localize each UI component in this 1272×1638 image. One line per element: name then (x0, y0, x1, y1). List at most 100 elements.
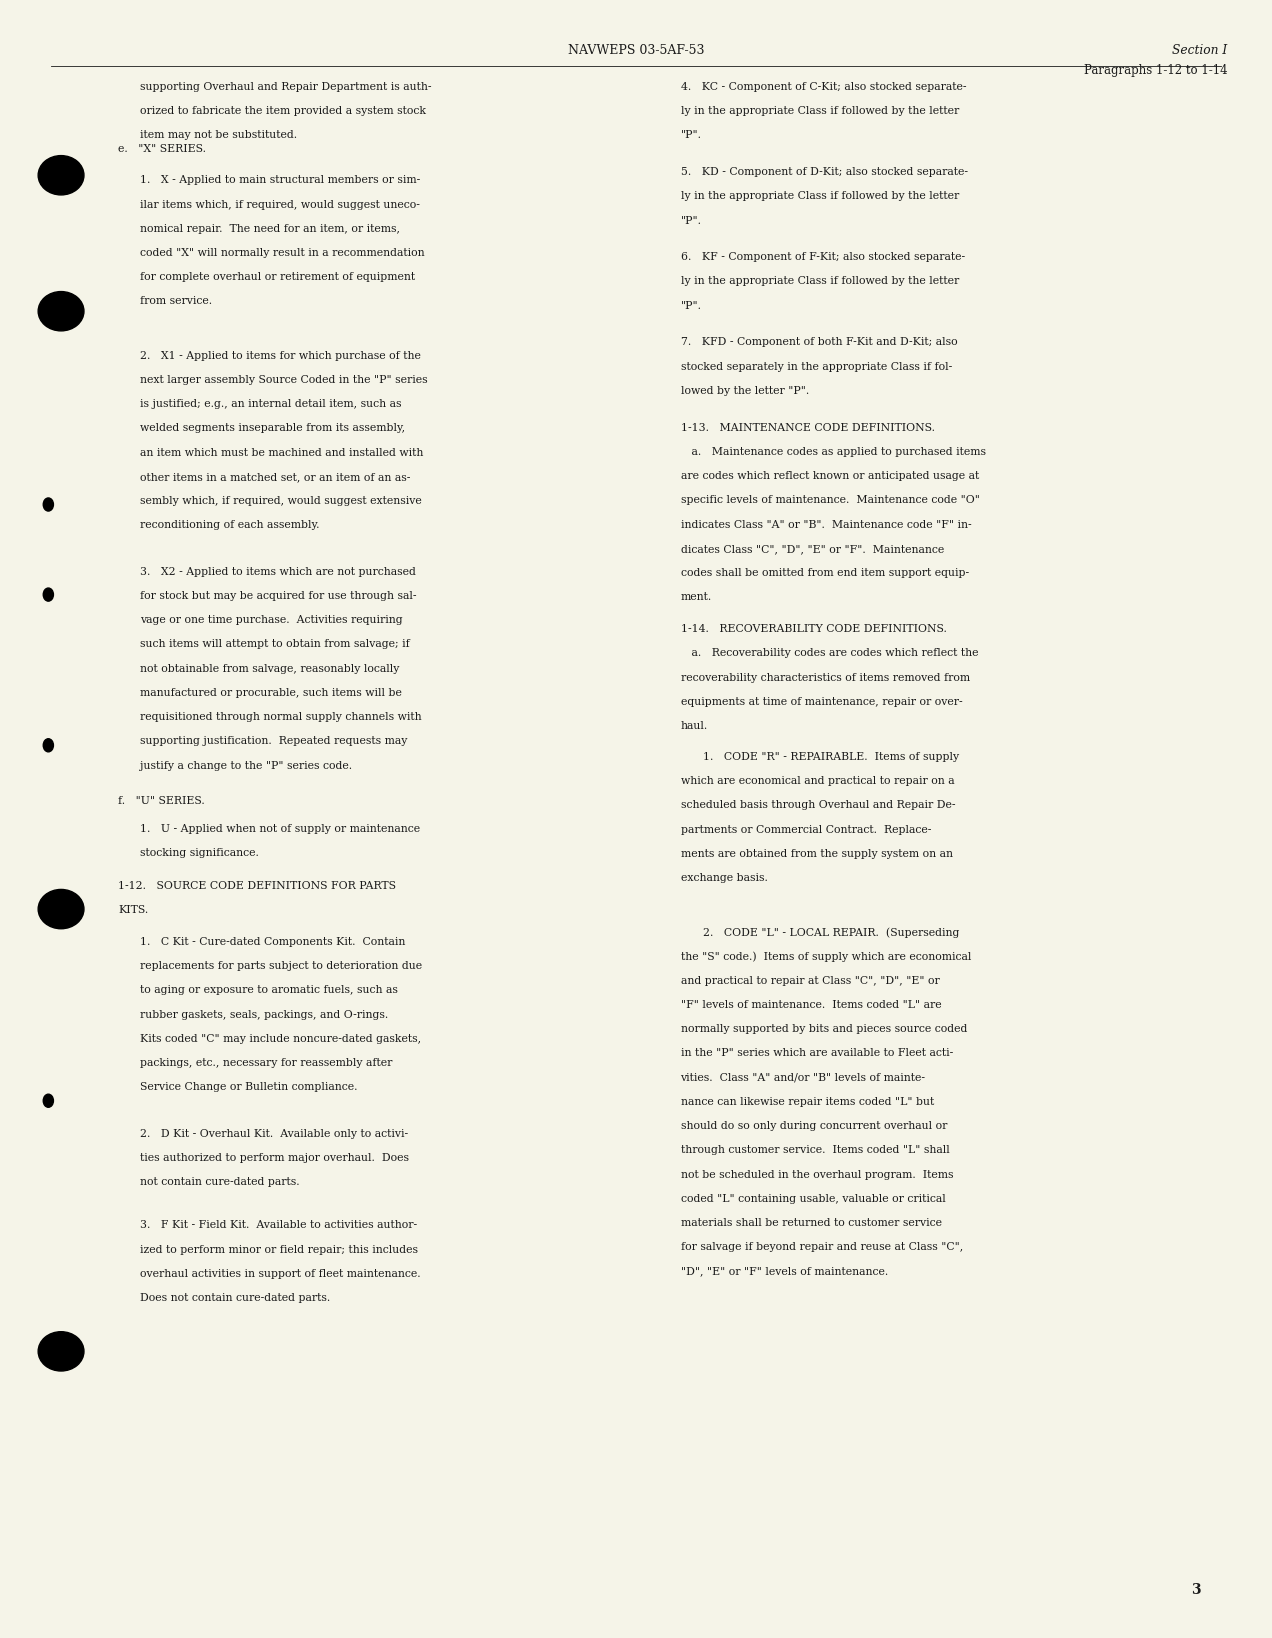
Text: 1.   CODE "R" - REPAIRABLE.  Items of supply: 1. CODE "R" - REPAIRABLE. Items of suppl… (703, 752, 959, 762)
Text: which are economical and practical to repair on a: which are economical and practical to re… (681, 776, 954, 786)
Text: recoverability characteristics of items removed from: recoverability characteristics of items … (681, 673, 969, 683)
Text: item may not be substituted.: item may not be substituted. (140, 131, 298, 141)
Text: not be scheduled in the overhaul program.  Items: not be scheduled in the overhaul program… (681, 1170, 953, 1179)
Text: vities.  Class "A" and/or "B" levels of mainte-: vities. Class "A" and/or "B" levels of m… (681, 1073, 926, 1083)
Text: such items will attempt to obtain from salvage; if: such items will attempt to obtain from s… (140, 639, 410, 650)
Text: 1.   X - Applied to main structural members or sim-: 1. X - Applied to main structural member… (140, 175, 420, 185)
Circle shape (43, 1094, 53, 1107)
Text: overhaul activities in support of fleet maintenance.: overhaul activities in support of fleet … (140, 1269, 421, 1279)
Text: an item which must be machined and installed with: an item which must be machined and insta… (140, 447, 424, 457)
Text: specific levels of maintenance.  Maintenance code "O": specific levels of maintenance. Maintena… (681, 495, 979, 506)
Text: through customer service.  Items coded "L" shall: through customer service. Items coded "L… (681, 1145, 949, 1155)
Text: Service Change or Bulletin compliance.: Service Change or Bulletin compliance. (140, 1083, 357, 1093)
Text: ized to perform minor or field repair; this includes: ized to perform minor or field repair; t… (140, 1245, 418, 1255)
Text: "D", "E" or "F" levels of maintenance.: "D", "E" or "F" levels of maintenance. (681, 1266, 888, 1276)
Text: packings, etc., necessary for reassembly after: packings, etc., necessary for reassembly… (140, 1058, 392, 1068)
Text: Paragraphs 1-12 to 1-14: Paragraphs 1-12 to 1-14 (1084, 64, 1227, 77)
Text: 7.   KFD - Component of both F-Kit and D-Kit; also: 7. KFD - Component of both F-Kit and D-K… (681, 337, 957, 347)
Text: "P".: "P". (681, 131, 702, 141)
Circle shape (43, 739, 53, 752)
Text: sembly which, if required, would suggest extensive: sembly which, if required, would suggest… (140, 496, 422, 506)
Text: replacements for parts subject to deterioration due: replacements for parts subject to deteri… (140, 962, 422, 971)
Text: for stock but may be acquired for use through sal-: for stock but may be acquired for use th… (140, 591, 416, 601)
Ellipse shape (38, 156, 84, 195)
Text: a.   Maintenance codes as applied to purchased items: a. Maintenance codes as applied to purch… (681, 447, 986, 457)
Text: 1-12.   SOURCE CODE DEFINITIONS FOR PARTS: 1-12. SOURCE CODE DEFINITIONS FOR PARTS (118, 881, 397, 891)
Text: should do so only during concurrent overhaul or: should do so only during concurrent over… (681, 1120, 946, 1132)
Text: partments or Commercial Contract.  Replace-: partments or Commercial Contract. Replac… (681, 824, 931, 835)
Text: "P".: "P". (681, 301, 702, 311)
Text: other items in a matched set, or an item of an as-: other items in a matched set, or an item… (140, 472, 411, 482)
Text: justify a change to the "P" series code.: justify a change to the "P" series code. (140, 760, 352, 771)
Text: normally supported by bits and pieces source coded: normally supported by bits and pieces so… (681, 1024, 967, 1034)
Text: from service.: from service. (140, 296, 212, 306)
Text: "P".: "P". (681, 216, 702, 226)
Text: Does not contain cure-dated parts.: Does not contain cure-dated parts. (140, 1292, 331, 1304)
Text: reconditioning of each assembly.: reconditioning of each assembly. (140, 521, 319, 531)
Text: 6.   KF - Component of F-Kit; also stocked separate-: 6. KF - Component of F-Kit; also stocked… (681, 252, 964, 262)
Text: haul.: haul. (681, 721, 707, 731)
Text: 2.   X1 - Applied to items for which purchase of the: 2. X1 - Applied to items for which purch… (140, 351, 421, 360)
Text: not contain cure-dated parts.: not contain cure-dated parts. (140, 1178, 299, 1188)
Ellipse shape (38, 292, 84, 331)
Text: 2.   CODE "L" - LOCAL REPAIR.  (Superseding: 2. CODE "L" - LOCAL REPAIR. (Superseding (703, 927, 960, 937)
Text: manufactured or procurable, such items will be: manufactured or procurable, such items w… (140, 688, 402, 698)
Text: f.   "U" SERIES.: f. "U" SERIES. (118, 796, 205, 806)
Text: to aging or exposure to aromatic fuels, such as: to aging or exposure to aromatic fuels, … (140, 986, 398, 996)
Text: in the "P" series which are available to Fleet acti-: in the "P" series which are available to… (681, 1048, 953, 1058)
Text: welded segments inseparable from its assembly,: welded segments inseparable from its ass… (140, 423, 404, 434)
Text: dicates Class "C", "D", "E" or "F".  Maintenance: dicates Class "C", "D", "E" or "F". Main… (681, 544, 944, 554)
Text: 3.   X2 - Applied to items which are not purchased: 3. X2 - Applied to items which are not p… (140, 567, 416, 577)
Text: 1-13.   MAINTENANCE CODE DEFINITIONS.: 1-13. MAINTENANCE CODE DEFINITIONS. (681, 423, 935, 432)
Text: the "S" code.)  Items of supply which are economical: the "S" code.) Items of supply which are… (681, 952, 971, 962)
Text: scheduled basis through Overhaul and Repair De-: scheduled basis through Overhaul and Rep… (681, 801, 955, 811)
Text: 3.   F Kit - Field Kit.  Available to activities author-: 3. F Kit - Field Kit. Available to activ… (140, 1220, 417, 1230)
Text: 2.   D Kit - Overhaul Kit.  Available only to activi-: 2. D Kit - Overhaul Kit. Available only … (140, 1129, 408, 1138)
Text: Kits coded "C" may include noncure-dated gaskets,: Kits coded "C" may include noncure-dated… (140, 1034, 421, 1043)
Text: is justified; e.g., an internal detail item, such as: is justified; e.g., an internal detail i… (140, 400, 402, 410)
Text: requisitioned through normal supply channels with: requisitioned through normal supply chan… (140, 713, 421, 722)
Text: Section I: Section I (1173, 44, 1227, 57)
Text: e.   "X" SERIES.: e. "X" SERIES. (118, 144, 206, 154)
Ellipse shape (38, 889, 84, 929)
Text: ilar items which, if required, would suggest uneco-: ilar items which, if required, would sug… (140, 200, 420, 210)
Text: codes shall be omitted from end item support equip-: codes shall be omitted from end item sup… (681, 568, 969, 578)
Circle shape (43, 588, 53, 601)
Text: supporting justification.  Repeated requests may: supporting justification. Repeated reque… (140, 737, 407, 747)
Text: for salvage if beyond repair and reuse at Class "C",: for salvage if beyond repair and reuse a… (681, 1242, 963, 1253)
Text: vage or one time purchase.  Activities requiring: vage or one time purchase. Activities re… (140, 616, 402, 626)
Text: nomical repair.  The need for an item, or items,: nomical repair. The need for an item, or… (140, 224, 399, 234)
Text: coded "X" will normally result in a recommendation: coded "X" will normally result in a reco… (140, 247, 425, 259)
Text: 1.   C Kit - Cure-dated Components Kit.  Contain: 1. C Kit - Cure-dated Components Kit. Co… (140, 937, 406, 947)
Text: ly in the appropriate Class if followed by the letter: ly in the appropriate Class if followed … (681, 192, 959, 201)
Text: stocked separately in the appropriate Class if fol-: stocked separately in the appropriate Cl… (681, 362, 951, 372)
Text: are codes which reflect known or anticipated usage at: are codes which reflect known or anticip… (681, 472, 978, 482)
Text: 1.   U - Applied when not of supply or maintenance: 1. U - Applied when not of supply or mai… (140, 824, 420, 834)
Text: and practical to repair at Class "C", "D", "E" or: and practical to repair at Class "C", "D… (681, 976, 939, 986)
Text: NAVWEPS 03-5AF-53: NAVWEPS 03-5AF-53 (567, 44, 705, 57)
Text: orized to fabricate the item provided a system stock: orized to fabricate the item provided a … (140, 106, 426, 116)
Text: indicates Class "A" or "B".  Maintenance code "F" in-: indicates Class "A" or "B". Maintenance … (681, 519, 971, 529)
Text: 1-14.   RECOVERABILITY CODE DEFINITIONS.: 1-14. RECOVERABILITY CODE DEFINITIONS. (681, 624, 946, 634)
Text: 5.   KD - Component of D-Kit; also stocked separate-: 5. KD - Component of D-Kit; also stocked… (681, 167, 968, 177)
Text: 3: 3 (1191, 1582, 1201, 1597)
Text: a.   Recoverability codes are codes which reflect the: a. Recoverability codes are codes which … (681, 649, 978, 658)
Text: equipments at time of maintenance, repair or over-: equipments at time of maintenance, repai… (681, 696, 962, 708)
Text: stocking significance.: stocking significance. (140, 848, 258, 858)
Text: ly in the appropriate Class if followed by the letter: ly in the appropriate Class if followed … (681, 106, 959, 116)
Text: ment.: ment. (681, 593, 712, 603)
Text: ties authorized to perform major overhaul.  Does: ties authorized to perform major overhau… (140, 1153, 408, 1163)
Ellipse shape (38, 1332, 84, 1371)
Text: exchange basis.: exchange basis. (681, 873, 767, 883)
Text: supporting Overhaul and Repair Department is auth-: supporting Overhaul and Repair Departmen… (140, 82, 431, 92)
Text: nance can likewise repair items coded "L" but: nance can likewise repair items coded "L… (681, 1097, 934, 1107)
Text: for complete overhaul or retirement of equipment: for complete overhaul or retirement of e… (140, 272, 415, 282)
Text: lowed by the letter "P".: lowed by the letter "P". (681, 387, 809, 396)
Text: coded "L" containing usable, valuable or critical: coded "L" containing usable, valuable or… (681, 1194, 945, 1204)
Text: ly in the appropriate Class if followed by the letter: ly in the appropriate Class if followed … (681, 277, 959, 287)
Text: 4.   KC - Component of C-Kit; also stocked separate-: 4. KC - Component of C-Kit; also stocked… (681, 82, 965, 92)
Text: not obtainable from salvage, reasonably locally: not obtainable from salvage, reasonably … (140, 663, 399, 673)
Circle shape (43, 498, 53, 511)
Text: materials shall be returned to customer service: materials shall be returned to customer … (681, 1219, 941, 1228)
Text: rubber gaskets, seals, packings, and O-rings.: rubber gaskets, seals, packings, and O-r… (140, 1009, 388, 1020)
